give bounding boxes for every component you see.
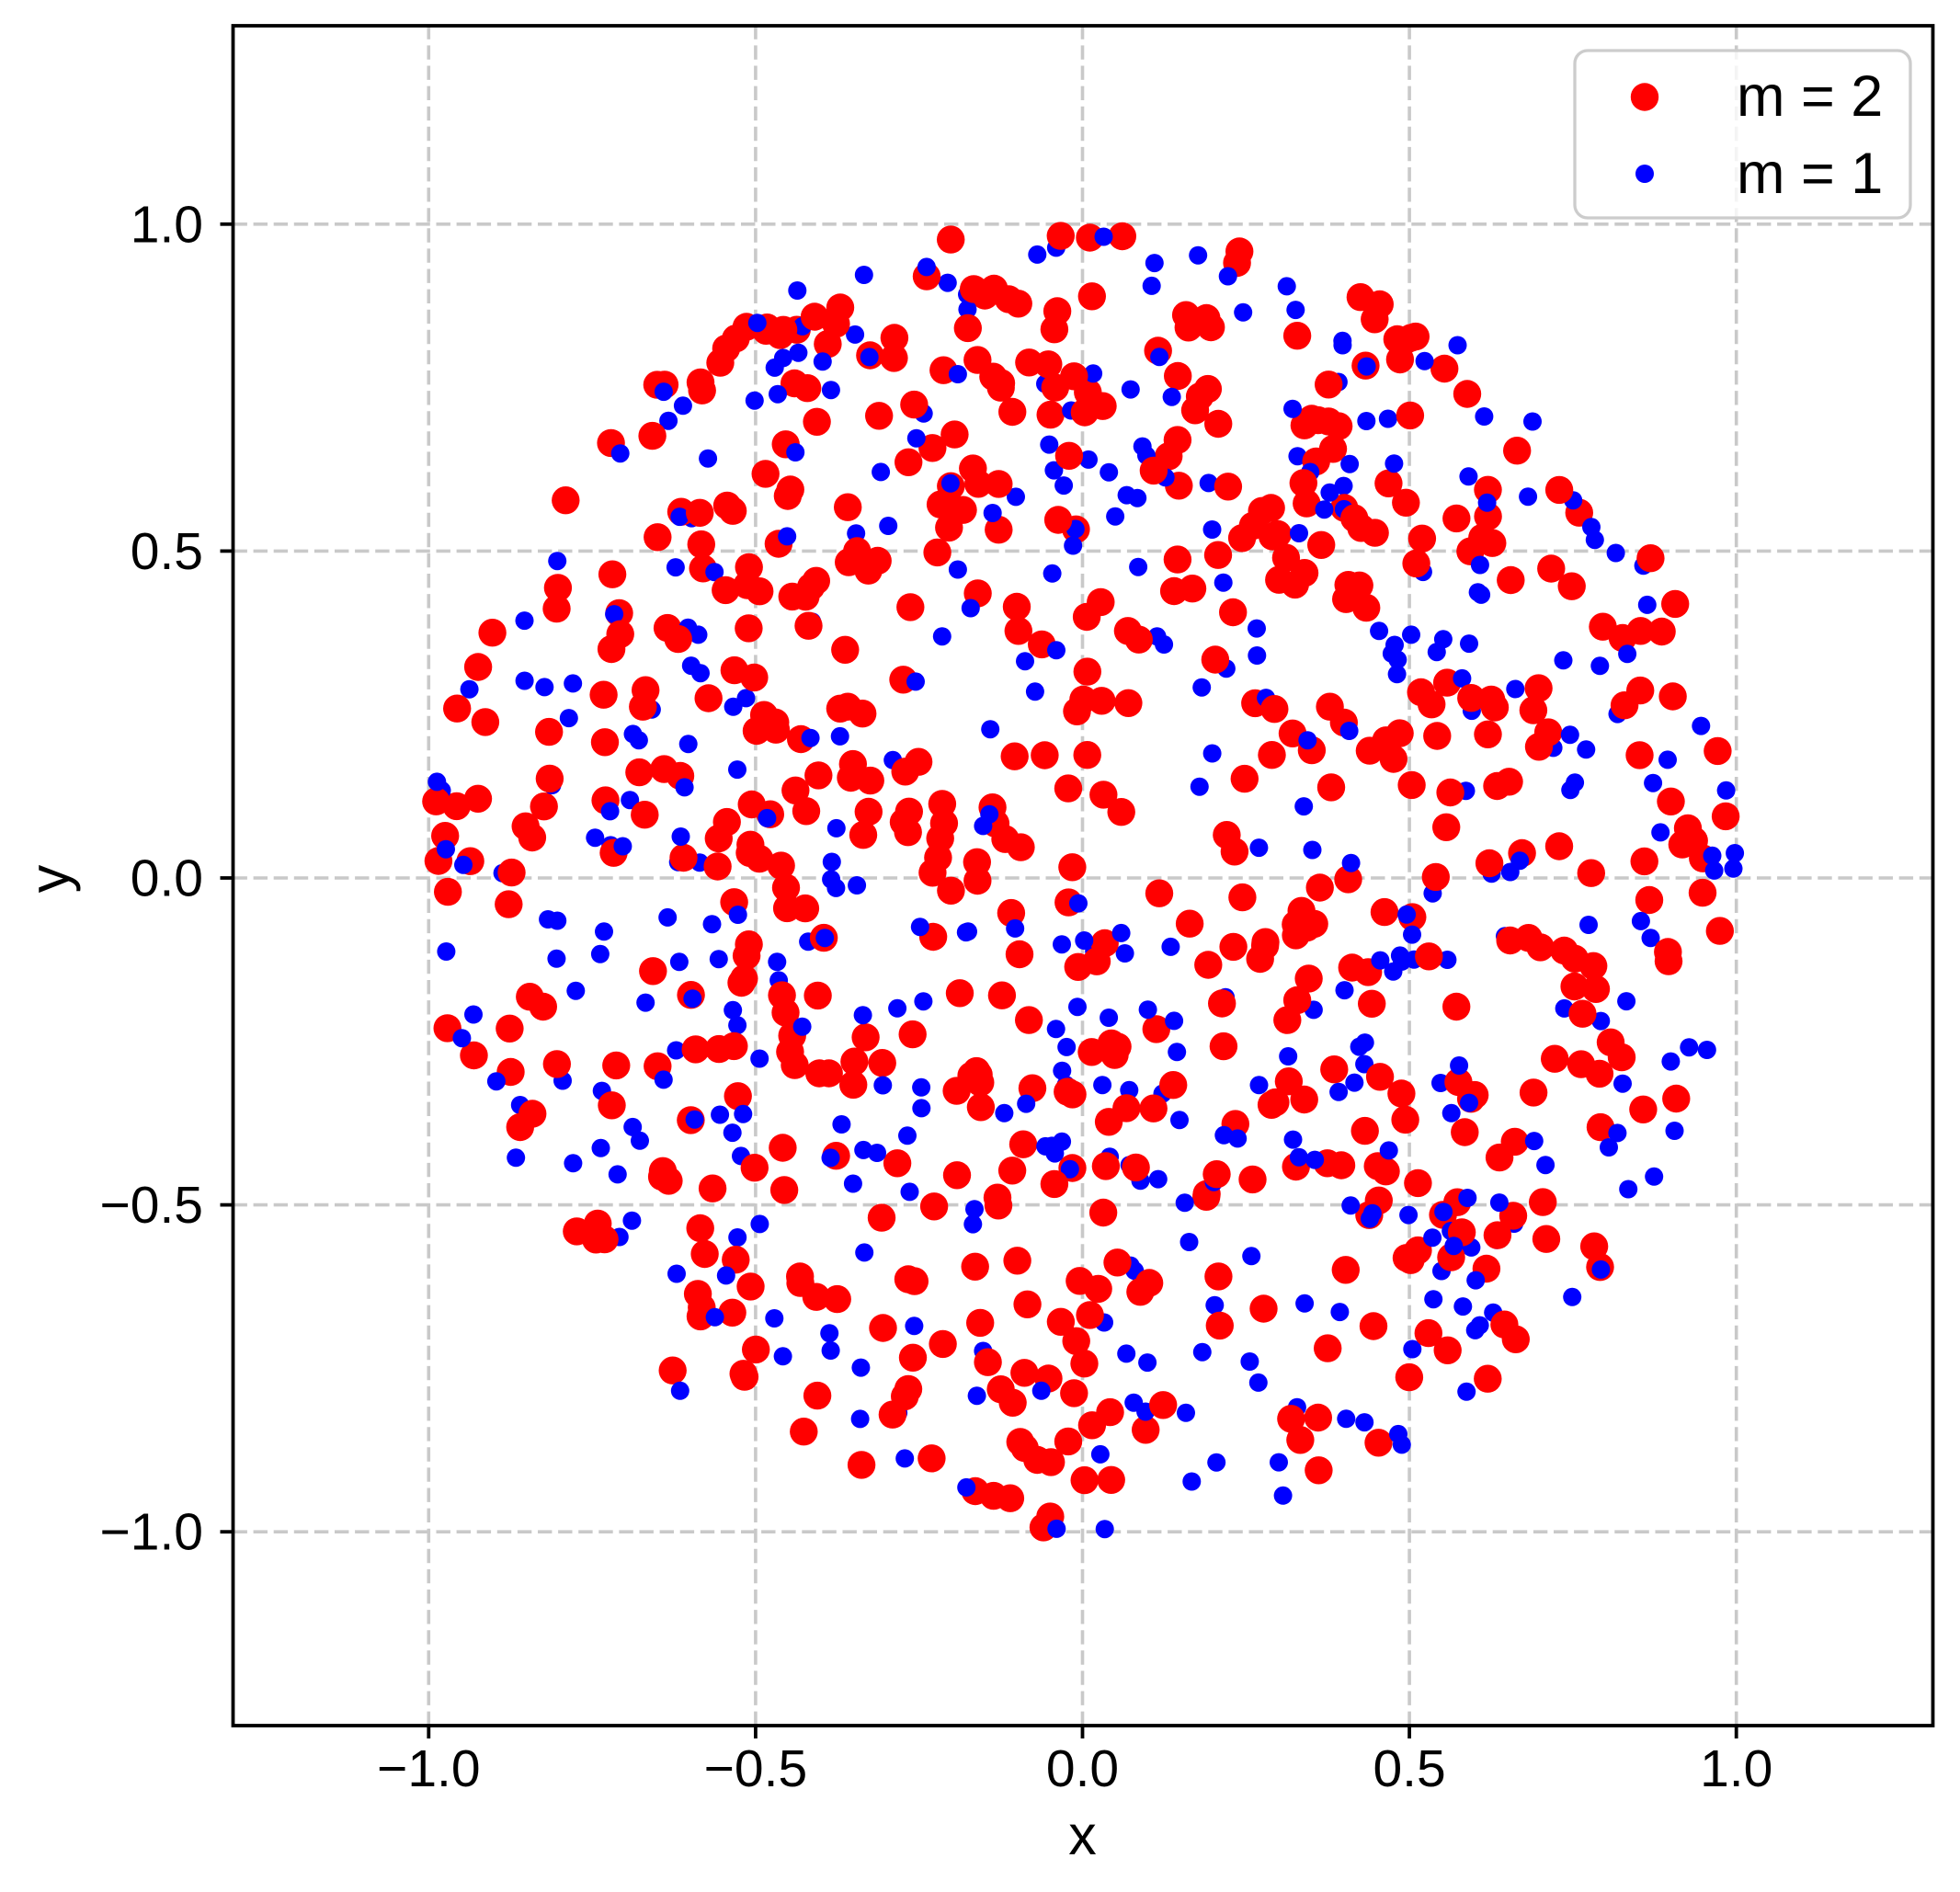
svg-text:x: x	[1068, 1804, 1097, 1866]
svg-text:1.0: 1.0	[131, 195, 203, 254]
svg-text:0.0: 0.0	[1046, 1739, 1119, 1798]
svg-text:1.0: 1.0	[1700, 1739, 1772, 1798]
svg-text:−1.0: −1.0	[99, 1503, 203, 1562]
svg-text:0.0: 0.0	[131, 849, 203, 908]
svg-text:−0.5: −0.5	[99, 1176, 203, 1235]
svg-text:0.5: 0.5	[131, 522, 203, 581]
svg-text:m = 2: m = 2	[1737, 64, 1883, 129]
svg-text:y: y	[18, 864, 81, 893]
svg-text:−1.0: −1.0	[377, 1739, 481, 1798]
svg-text:m = 1: m = 1	[1737, 142, 1883, 206]
svg-text:0.5: 0.5	[1373, 1739, 1445, 1798]
svg-text:−0.5: −0.5	[704, 1739, 808, 1798]
